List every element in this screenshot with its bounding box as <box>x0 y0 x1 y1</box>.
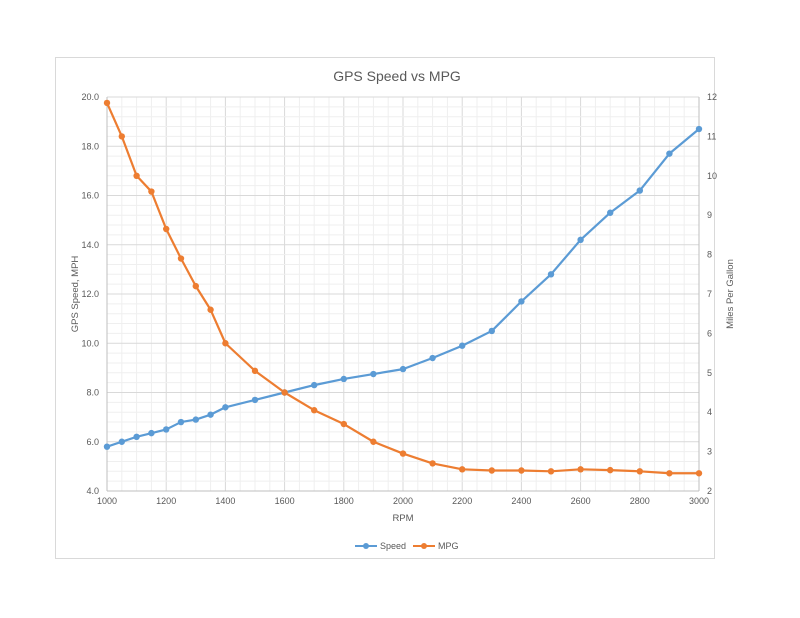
data-point-mpg <box>311 407 318 414</box>
legend-label-mpg: MPG <box>438 541 459 551</box>
legend-marker-speed <box>363 543 369 549</box>
y2-tick-label: 7 <box>707 289 712 299</box>
data-point-speed <box>148 429 155 437</box>
gridlines <box>106 96 700 492</box>
axes: 1000 1200 1400 1600 1800 2000 2200 2400 2600 2800… <box>81 92 717 506</box>
x-tick-label: 1600 <box>275 496 295 506</box>
data-point-mpg <box>459 466 466 473</box>
data-point-mpg <box>340 420 347 428</box>
y-tick-label: 16.0 <box>81 191 99 201</box>
data-point-mpg <box>118 133 126 140</box>
y-axis-label: GPS Speed, MPH <box>70 256 81 333</box>
y-tick-label: 20.0 <box>81 92 99 102</box>
y2-tick-label: 6 <box>707 328 712 338</box>
y-tick-label: 6.0 <box>86 437 99 447</box>
y-tick-label: 10.0 <box>81 338 99 348</box>
x-axis-label: RPM <box>392 513 413 524</box>
data-point-speed <box>192 416 199 423</box>
data-point-speed <box>488 327 495 335</box>
data-point-speed <box>207 411 214 418</box>
x-tick-label: 3000 <box>689 496 709 506</box>
y-tick-label: 4.0 <box>86 486 99 496</box>
data-point-mpg <box>577 466 584 473</box>
x-tick-label: 1200 <box>156 496 176 506</box>
x-tick-label: 1800 <box>334 496 354 506</box>
legend-marker-mpg <box>421 543 427 549</box>
x-tick-label: 2600 <box>571 496 591 506</box>
series-points <box>103 99 703 477</box>
data-point-mpg <box>207 306 214 313</box>
data-point-speed <box>177 418 185 426</box>
y2-tick-label: 12 <box>707 92 717 102</box>
y2-tick-label: 2 <box>707 486 712 496</box>
data-point-mpg <box>177 255 185 262</box>
y2-tick-label: 5 <box>707 368 712 378</box>
data-point-mpg <box>607 466 614 474</box>
data-point-mpg <box>281 389 288 396</box>
data-point-speed <box>370 370 377 378</box>
y2-tick-label: 11 <box>707 131 716 141</box>
data-point-mpg <box>251 367 259 375</box>
y-tick-label: 18.0 <box>81 141 99 151</box>
data-point-mpg <box>547 468 555 475</box>
data-point-mpg <box>666 470 673 477</box>
data-point-speed <box>311 381 318 389</box>
legend: Speed MPG <box>355 541 459 551</box>
y2-tick-label: 9 <box>707 210 712 220</box>
x-tick-label: 2200 <box>452 496 472 506</box>
data-point-mpg <box>370 438 377 445</box>
data-point-speed <box>459 342 466 349</box>
y-tick-label: 8.0 <box>86 388 99 398</box>
data-point-speed <box>340 375 347 383</box>
data-point-mpg <box>518 467 525 474</box>
data-point-mpg <box>429 460 436 467</box>
data-point-speed <box>607 209 614 216</box>
data-point-speed <box>222 404 229 411</box>
data-point-speed <box>518 298 525 305</box>
chart-title: GPS Speed vs MPG <box>333 68 461 84</box>
data-point-speed <box>547 271 555 278</box>
y2-tick-label: 3 <box>707 447 712 457</box>
data-point-speed <box>399 365 407 373</box>
data-point-speed <box>636 187 643 194</box>
data-point-speed <box>163 426 170 433</box>
x-tick-label: 2000 <box>393 496 413 506</box>
data-point-mpg <box>163 225 170 233</box>
legend-label-speed: Speed <box>380 541 406 551</box>
data-point-speed <box>118 438 126 445</box>
data-point-speed <box>429 354 436 362</box>
y2-tick-label: 8 <box>707 250 712 260</box>
x-tick-label: 2400 <box>511 496 531 506</box>
data-point-speed <box>251 396 259 404</box>
data-point-mpg <box>148 188 155 195</box>
data-point-mpg <box>192 282 199 290</box>
data-point-speed <box>695 125 703 133</box>
y2-axis-label: Miles Per Gallon <box>725 259 736 329</box>
data-point-mpg <box>103 99 111 107</box>
x-tick-label: 2800 <box>630 496 650 506</box>
data-point-mpg <box>222 340 229 347</box>
x-tick-label: 1400 <box>215 496 235 506</box>
data-point-speed <box>666 150 673 157</box>
y-tick-label: 14.0 <box>81 240 99 250</box>
y-tick-label: 12.0 <box>81 289 99 299</box>
data-point-speed <box>133 433 140 441</box>
x-tick-label: 1000 <box>97 496 117 506</box>
data-point-mpg <box>488 467 495 474</box>
data-point-mpg <box>636 468 643 475</box>
data-point-speed <box>103 443 111 450</box>
y2-tick-label: 10 <box>707 171 717 181</box>
data-point-speed <box>577 236 584 244</box>
data-point-mpg <box>133 172 140 179</box>
y2-tick-label: 4 <box>707 407 712 417</box>
data-point-mpg <box>695 470 703 477</box>
data-point-mpg <box>399 450 407 457</box>
chart-frame <box>55 57 715 559</box>
